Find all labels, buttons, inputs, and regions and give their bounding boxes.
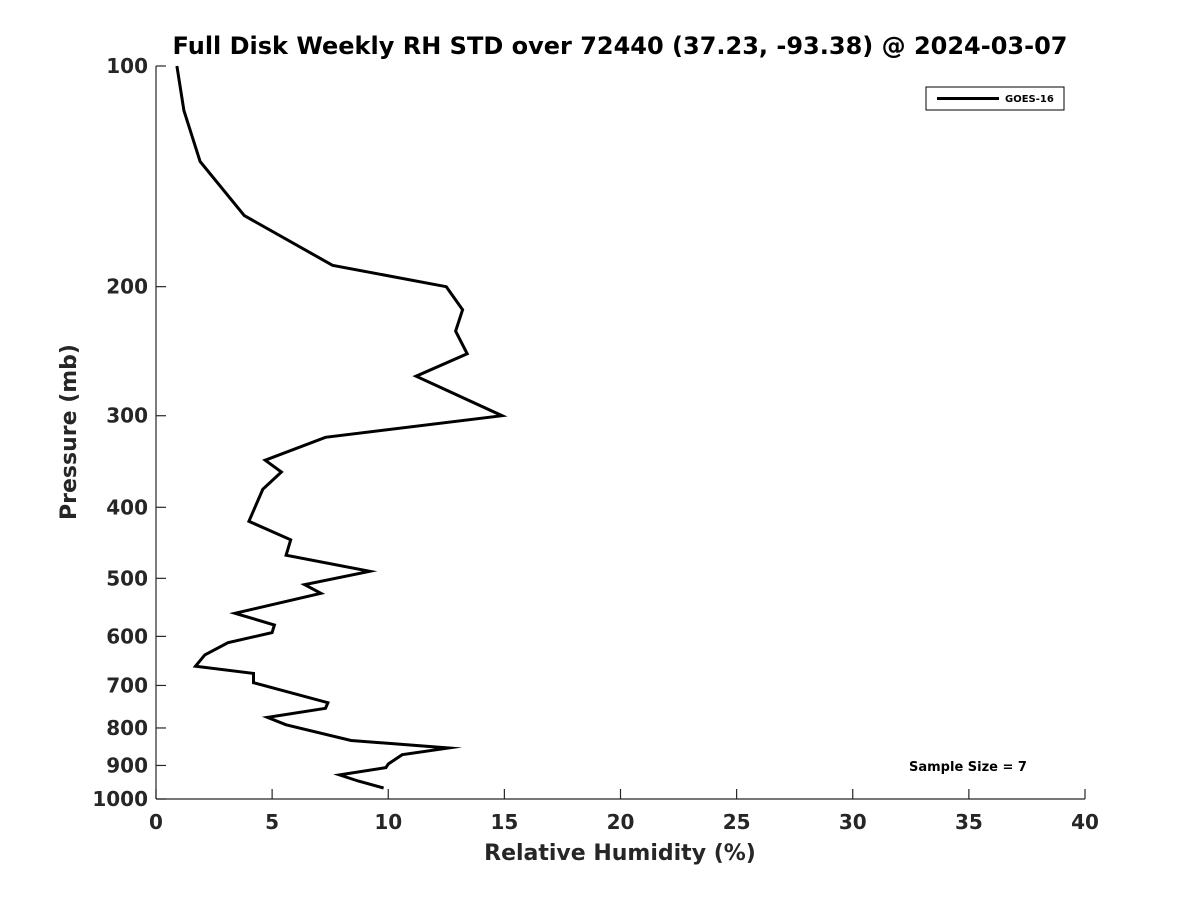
x-tick-label: 5 [265,810,279,834]
x-tick-label: 40 [1071,810,1099,834]
x-tick-label: 30 [839,810,867,834]
y-tick-label: 1000 [92,787,148,811]
sample-size-annotation: Sample Size = 7 [909,760,1027,775]
x-tick-label: 35 [955,810,983,834]
y-axis-label: Pressure (mb) [57,344,82,520]
x-tick-label: 15 [490,810,518,834]
y-tick-label: 500 [106,566,148,590]
y-axis: 100 200 300 400 500 600 700 800 900 1000 [92,54,166,811]
x-axis-label: Relative Humidity (%) [484,841,756,866]
y-tick-label: 600 [106,624,148,648]
series-line-goes-16 [175,65,508,790]
x-axis: 0 5 10 15 20 25 30 35 40 [149,789,1099,834]
y-tick-label: 100 [106,54,148,78]
y-tick-label: 400 [106,495,148,519]
legend-label-goes-16: GOES-16 [1005,94,1054,105]
y-tick-label: 900 [106,753,148,777]
x-tick-label: 25 [723,810,751,834]
x-tick-label: 10 [374,810,402,834]
chart-title: Full Disk Weekly RH STD over 72440 (37.2… [173,32,1068,60]
y-tick-label: 700 [106,673,148,697]
y-tick-label: 800 [106,716,148,740]
plot-area [175,65,508,790]
y-tick-label: 200 [106,275,148,299]
x-tick-label: 0 [149,810,163,834]
legend: GOES-16 [925,86,1065,111]
y-tick-label: 300 [106,404,148,428]
x-tick-label: 20 [607,810,635,834]
